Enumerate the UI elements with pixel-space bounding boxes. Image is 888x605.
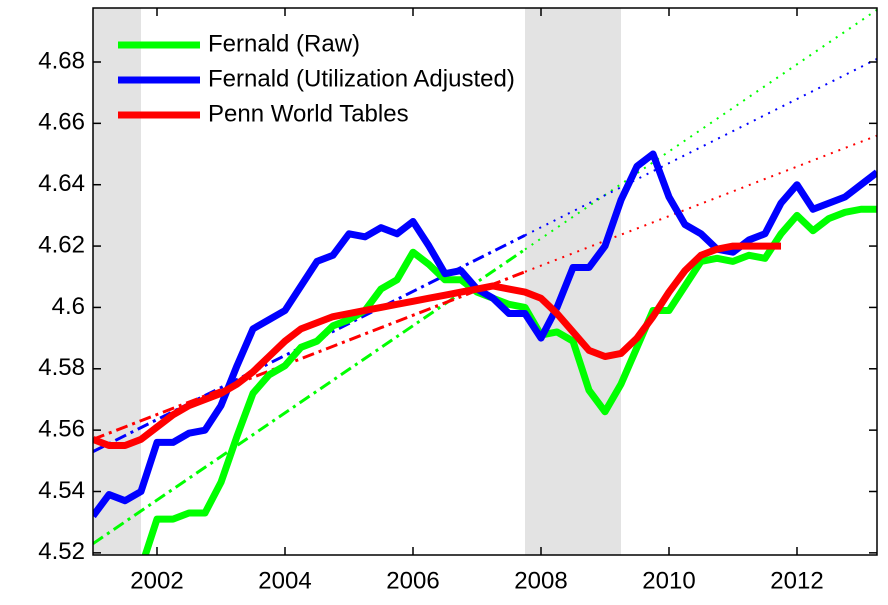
y-tick-label: 4.62 — [38, 231, 85, 258]
trend-line — [524, 58, 877, 237]
y-tick-label: 4.6 — [52, 293, 85, 320]
y-tick-label: 4.52 — [38, 538, 85, 565]
trend-line — [93, 270, 526, 441]
x-tick-label: 2004 — [258, 567, 311, 594]
legend-label: Penn World Tables — [208, 100, 409, 127]
data-line — [93, 242, 781, 449]
recession-band — [525, 8, 621, 555]
y-tick-label: 4.66 — [38, 109, 85, 136]
y-tick-label: 4.58 — [38, 354, 85, 381]
plot-frame — [92, 7, 878, 556]
data-line — [93, 150, 877, 519]
y-tick-label: 4.54 — [38, 477, 85, 504]
y-tick-label: 4.56 — [38, 415, 85, 442]
y-tick-label: 4.64 — [38, 170, 85, 197]
legend-label: Fernald (Raw) — [208, 30, 360, 57]
x-tick-label: 2010 — [642, 567, 695, 594]
x-tick-label: 2008 — [514, 567, 567, 594]
x-tick-label: 2012 — [770, 567, 823, 594]
x-tick-label: 2006 — [386, 567, 439, 594]
y-tick-label: 4.68 — [38, 47, 85, 74]
legend-label: Fernald (Utilization Adjusted) — [208, 65, 515, 92]
recession-band — [93, 8, 141, 555]
x-tick-label: 2002 — [130, 567, 183, 594]
